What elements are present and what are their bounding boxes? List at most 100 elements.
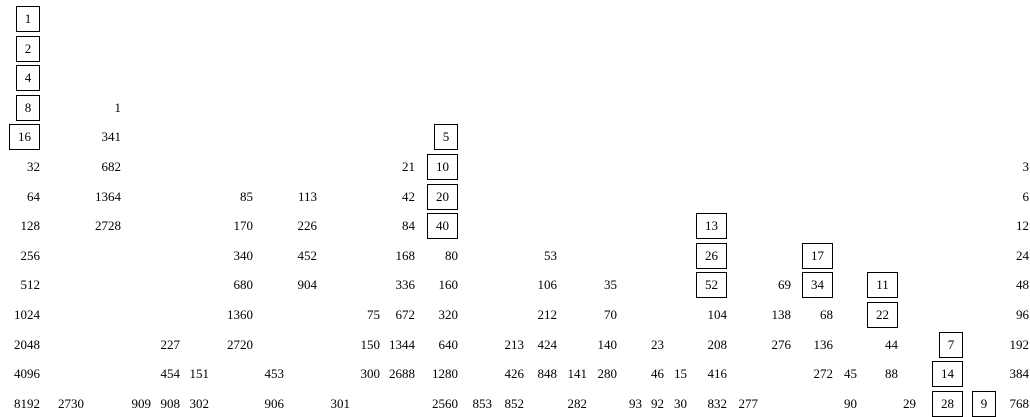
tree-number: 68	[820, 307, 833, 322]
tree-number: 1280	[432, 366, 458, 382]
tree-number: 680	[233, 277, 254, 293]
tree-number: 426	[504, 366, 525, 382]
tree-number: 6	[1022, 188, 1030, 204]
boxed-number: 26	[696, 242, 727, 269]
tree-number: 682	[101, 159, 122, 174]
tree-number: 151	[189, 366, 210, 382]
tree-number: 15	[674, 366, 687, 382]
tree-number: 906	[264, 395, 285, 411]
tree-number: 2048	[14, 336, 40, 352]
tree-number: 128	[20, 218, 41, 234]
tree-number: 140	[597, 336, 618, 352]
tree-number: 104	[707, 307, 728, 322]
tree-number: 1344	[389, 336, 415, 352]
tree-number: 24	[1016, 247, 1029, 263]
tree-number: 904	[297, 277, 318, 293]
tree-number: 416	[707, 366, 728, 382]
boxed-number: 14	[932, 361, 963, 388]
tree-number: 1364	[95, 188, 121, 204]
tree-number: 168	[395, 247, 416, 263]
tree-number: 23	[651, 336, 664, 352]
boxed-number: 28	[932, 390, 963, 417]
tree-number: 64	[27, 188, 40, 204]
tree-number: 170	[233, 218, 254, 234]
tree-number: 300	[360, 366, 381, 382]
tree-number: 32	[27, 159, 40, 174]
tree-number: 21	[402, 159, 415, 174]
boxed-number: 8	[16, 94, 40, 121]
tree-number: 48	[1016, 277, 1029, 293]
tree-number: 213	[504, 336, 525, 352]
tree-number: 192	[1009, 336, 1030, 352]
boxed-number: 4	[16, 65, 40, 92]
tree-number: 136	[813, 336, 834, 352]
tree-number: 1360	[227, 307, 253, 322]
tree-number: 302	[189, 395, 210, 411]
tree-number: 452	[297, 247, 318, 263]
boxed-number: 2	[16, 35, 40, 62]
tree-number: 672	[395, 307, 416, 322]
tree-number: 227	[160, 336, 181, 352]
tree-number: 3	[1022, 159, 1030, 174]
tree-number: 42	[402, 188, 415, 204]
tree-number: 35	[604, 277, 617, 293]
boxed-number: 1	[16, 6, 40, 32]
boxed-number: 11	[867, 272, 898, 299]
tree-number: 853	[472, 395, 493, 411]
tree-number: 90	[844, 395, 857, 411]
tree-number: 75	[367, 307, 380, 322]
tree-number: 160	[438, 277, 459, 293]
tree-number: 301	[330, 395, 351, 411]
tree-number: 84	[402, 218, 415, 234]
tree-number: 12	[1016, 218, 1029, 234]
tree-number: 1	[114, 99, 122, 115]
tree-number: 852	[504, 395, 525, 411]
boxed-number: 52	[696, 272, 727, 299]
tree-number: 70	[604, 307, 617, 322]
tree-number: 4096	[14, 366, 40, 382]
tree-number: 282	[567, 395, 588, 411]
tree-number: 454	[160, 366, 181, 382]
tree-number: 212	[537, 307, 558, 322]
tree-number: 29	[903, 395, 916, 411]
boxed-number: 16	[9, 124, 40, 151]
tree-number: 277	[738, 395, 759, 411]
tree-number: 45	[844, 366, 857, 382]
boxed-number: 34	[802, 272, 833, 299]
tree-number: 138	[771, 307, 792, 322]
tree-number: 453	[264, 366, 285, 382]
tree-number: 8192	[14, 395, 40, 411]
tree-number: 141	[567, 366, 588, 382]
boxed-number: 13	[696, 213, 727, 240]
tree-number: 93	[629, 395, 642, 411]
tree-number: 848	[537, 366, 558, 382]
boxed-number: 40	[427, 213, 458, 240]
tree-number: 768	[1009, 395, 1030, 411]
tree-number: 96	[1016, 307, 1029, 322]
tree-number: 908	[160, 395, 181, 411]
boxed-number: 20	[427, 183, 458, 210]
tree-number: 2688	[389, 366, 415, 382]
tree-number: 92	[651, 395, 664, 411]
tree-number: 832	[707, 395, 728, 411]
tree-number: 44	[885, 336, 898, 352]
tree-number: 384	[1009, 366, 1030, 382]
tree-number: 340	[233, 247, 254, 263]
tree-number: 46	[651, 366, 664, 382]
tree-number: 640	[438, 336, 459, 352]
tree-number: 320	[438, 307, 459, 322]
boxed-number: 22	[867, 302, 898, 328]
boxed-number: 5	[434, 124, 458, 151]
tree-number: 150	[360, 336, 381, 352]
tree-number: 30	[674, 395, 687, 411]
boxed-number: 17	[802, 242, 833, 269]
tree-number: 226	[297, 218, 318, 234]
tree-number: 53	[544, 247, 557, 263]
tree-number: 2720	[227, 336, 253, 352]
tree-number: 280	[597, 366, 618, 382]
tree-number: 341	[101, 129, 122, 145]
tree-number: 69	[778, 277, 791, 293]
tree-number: 336	[395, 277, 416, 293]
tree-number: 2728	[95, 218, 121, 234]
